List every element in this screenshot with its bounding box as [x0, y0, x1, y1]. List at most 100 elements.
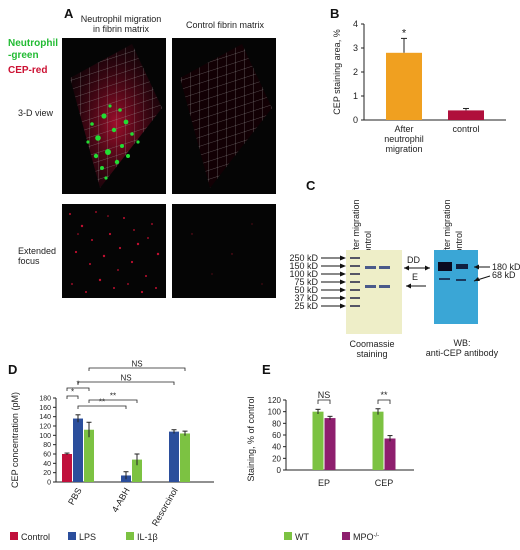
- d-ytick-label-0: 0: [47, 480, 51, 487]
- e-ytick-label-2: 40: [272, 443, 281, 452]
- b-ytick-label-2: 2: [353, 67, 358, 77]
- marker-label-2: 100 kD: [289, 269, 318, 279]
- panel-a-title-control: Control fibrin matrix: [185, 20, 265, 30]
- western-blot: [434, 250, 478, 324]
- panel-e-letter: E: [262, 362, 271, 377]
- micrograph-3d-migration: [62, 38, 166, 194]
- panel-b-letter: B: [330, 6, 340, 21]
- chart-b: 0 1 2 3 4 CEP staining area, % * After neutrophi…: [332, 19, 506, 154]
- d-bracket-2: [77, 405, 127, 409]
- b-ytick-label-3: 3: [353, 43, 358, 53]
- e-ytick-label-3: 60: [272, 431, 281, 440]
- band-label-dd: DD: [407, 255, 420, 265]
- legend-cep-red: CEP-red: [8, 65, 48, 76]
- marker-arrowhead-1: [340, 263, 346, 269]
- e-arrowhead: [406, 283, 411, 289]
- wb-label-180kd: 180 kD: [492, 262, 520, 272]
- wb-arrowhead-180: [474, 264, 479, 270]
- e-legend-swatch-1: [342, 532, 350, 540]
- b-bar-1: [448, 110, 484, 120]
- wb-band-68-lane2: [456, 279, 466, 281]
- lane-label-after-migration-left: After migration: [351, 199, 361, 258]
- e-xlabel-0: EP: [318, 478, 330, 488]
- b-ytick-label-1: 1: [353, 91, 358, 101]
- d-bar-2-1: [169, 431, 179, 482]
- b-ylabel: CEP staining area, %: [332, 29, 342, 114]
- d-ytick-label-7: 140: [39, 414, 51, 421]
- wb-band-180-lane2: [456, 264, 468, 269]
- d-sig-5: NS: [131, 360, 142, 369]
- panel-a-letter: A: [64, 6, 74, 21]
- marker-label-3: 75 kD: [294, 277, 318, 287]
- panel-c-letter: C: [306, 178, 316, 193]
- marker-arrowhead-3: [340, 279, 346, 285]
- d-sig-4: NS: [120, 374, 131, 383]
- row-label-extended-focus: Extended focus: [18, 246, 57, 266]
- d-legend-label-2: IL-1β: [137, 532, 158, 542]
- coomassie-ladder: [350, 257, 360, 307]
- marker-label-5: 37 kD: [294, 293, 318, 303]
- marker-arrowhead-2: [340, 271, 346, 277]
- d-legend-label-0: Control: [21, 532, 50, 542]
- d-bar-0-2: [84, 429, 94, 482]
- wb-band-180-lane1: [438, 262, 452, 271]
- e-bar-0-0: [312, 411, 324, 470]
- e-legend-label-0: WT: [295, 532, 309, 542]
- d-ytick-label-6: 120: [39, 424, 51, 431]
- d-xlabel-1: 4-ABH: [110, 486, 132, 514]
- d-legend-label-1: LPS: [79, 532, 96, 542]
- b-ytick-label-4: 4: [353, 19, 358, 29]
- dd-arrowhead-left: [404, 265, 409, 271]
- d-ytick-label-9: 180: [39, 396, 51, 403]
- wb-label-68kd: 68 kD: [492, 270, 516, 280]
- d-bar-0-0: [62, 454, 72, 482]
- e-bar-1-1: [384, 438, 396, 470]
- band-label-e: E: [412, 272, 418, 282]
- d-sig-3: **: [110, 392, 116, 401]
- marker-label-4: 50 kD: [294, 285, 318, 295]
- e-ylabel: Staining, % of control: [246, 396, 256, 481]
- micrograph-focus-control-art: [191, 223, 263, 285]
- chart-d: 0 20 40 60 80 100 120 140 160 180 CEP concentratio…: [10, 360, 214, 542]
- marker-label-1: 150 kD: [289, 261, 318, 271]
- d-bracket-4: [77, 381, 175, 385]
- d-ytick-label-2: 40: [43, 461, 51, 468]
- d-bracket-0: [66, 395, 79, 399]
- caption-coomassie-line1: Coomassie staining: [349, 339, 394, 359]
- d-bracket-3: [88, 399, 138, 403]
- d-legend-swatch-2: [126, 532, 134, 540]
- b-sig-0: *: [402, 27, 407, 39]
- d-ytick-label-5: 100: [39, 433, 51, 440]
- wb-arrowhead-68: [474, 277, 480, 281]
- d-bracket-1: [66, 387, 90, 391]
- coomassie-band-dd-lane2: [379, 266, 390, 269]
- d-xlabel-0: PBS: [66, 486, 84, 507]
- legend-neutrophil-green: Neutrophil -green: [8, 38, 58, 61]
- d-bracket-5: [88, 367, 186, 371]
- micrograph-focus-migration: [62, 204, 166, 298]
- e-sig-1: **: [380, 390, 388, 400]
- d-bar-1-2: [132, 459, 142, 482]
- d-legend-swatch-0: [10, 532, 18, 540]
- d-ytick-label-3: 60: [43, 452, 51, 459]
- d-legend-swatch-1: [68, 532, 76, 540]
- coomassie-band-e-lane2: [379, 285, 390, 288]
- panel-d-letter: D: [8, 362, 18, 377]
- panel-a-title-migration: Neutrophil migration in fibrin matrix: [80, 14, 162, 34]
- e-xlabel-1: CEP: [375, 478, 394, 488]
- e-bracket-0: [317, 399, 331, 404]
- lane-label-control-right: control: [454, 231, 464, 258]
- e-ytick-label-4: 80: [272, 419, 281, 428]
- lane-label-control-left: control: [363, 231, 373, 258]
- d-ylabel: CEP concentration (pM): [10, 392, 20, 488]
- d-sig-2: **: [99, 398, 105, 407]
- d-bar-0-1: [73, 418, 83, 482]
- micrograph-3d-migration-art: [70, 44, 162, 188]
- e-bar-0-1: [324, 418, 336, 470]
- b-bar-0: [386, 52, 422, 120]
- dd-arrowhead-right: [425, 265, 430, 271]
- micrograph-focus-migration-art: [69, 211, 160, 294]
- e-ytick-label-0: 0: [277, 466, 282, 475]
- caption-wb: WB: anti-CEP antibody: [425, 338, 499, 358]
- micrograph-3d-control-art: [180, 44, 272, 188]
